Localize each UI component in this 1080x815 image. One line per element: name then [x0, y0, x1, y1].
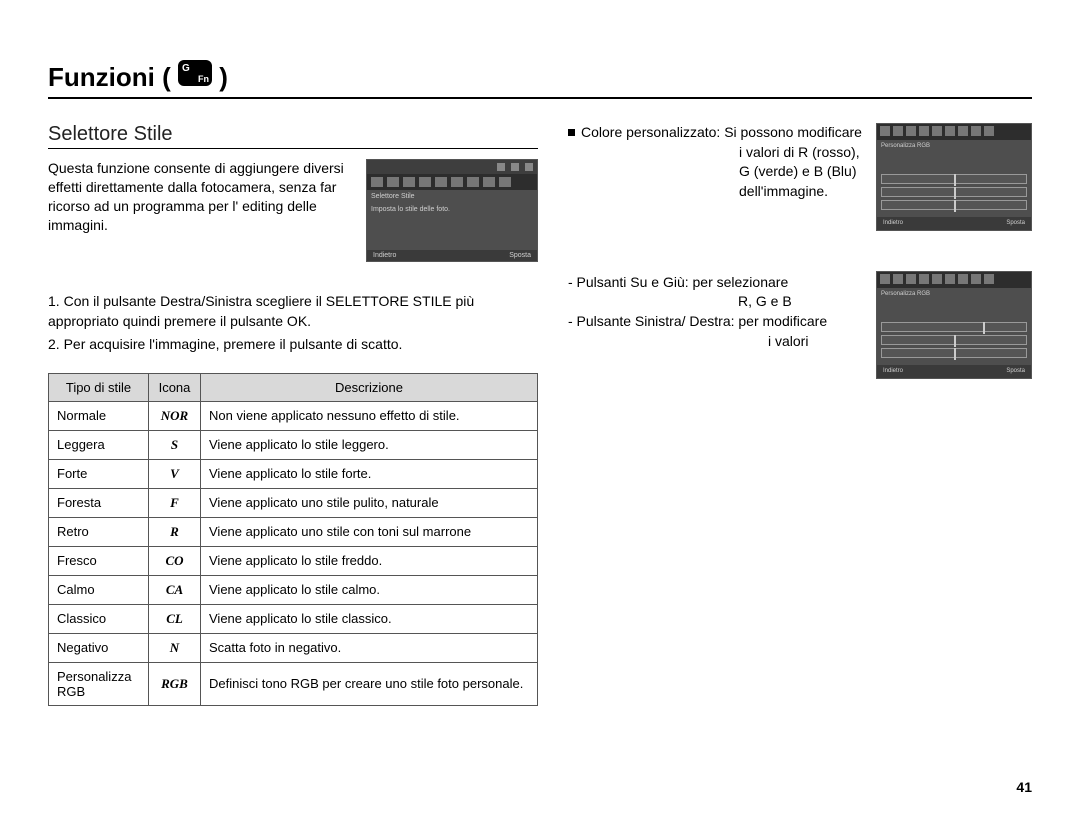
th-type: Tipo di stile: [49, 373, 149, 401]
cell-desc: Viene applicato lo stile leggero.: [201, 430, 538, 459]
table-row: NegativoNScatta foto in negativo.: [49, 633, 538, 662]
dash-line-1b: R, G e B: [568, 292, 866, 312]
th-icon: Icona: [149, 373, 201, 401]
cell-type: Fresco: [49, 546, 149, 575]
cell-type: Retro: [49, 517, 149, 546]
th-desc: Descrizione: [201, 373, 538, 401]
lcd-preview-rgb-2: Personalizza RGB Indietro Sposta: [876, 271, 1032, 379]
cell-icon: NOR: [149, 401, 201, 430]
cell-desc: Viene applicato uno stile con toni sul m…: [201, 517, 538, 546]
cell-desc: Viene applicato lo stile forte.: [201, 459, 538, 488]
lcd-sm-move-2: Sposta: [1006, 367, 1025, 375]
cell-type: Leggera: [49, 430, 149, 459]
cell-icon: CA: [149, 575, 201, 604]
cell-icon: N: [149, 633, 201, 662]
table-row: LeggeraSViene applicato lo stile leggero…: [49, 430, 538, 459]
cell-desc: Viene applicato lo stile calmo.: [201, 575, 538, 604]
cell-icon: RGB: [149, 662, 201, 705]
style-table: Tipo di stile Icona Descrizione NormaleN…: [48, 373, 538, 706]
cell-desc: Definisci tono RGB per creare uno stile …: [201, 662, 538, 705]
page-number: 41: [1016, 779, 1032, 795]
dash-line-1: - Pulsanti Su e Giù: per selezionare: [568, 273, 866, 293]
table-row: ForestaFViene applicato uno stile pulito…: [49, 488, 538, 517]
lcd-sm-back: Indietro: [883, 219, 903, 227]
table-row: FrescoCOViene applicato lo stile freddo.: [49, 546, 538, 575]
lcd-sm-back-2: Indietro: [883, 367, 903, 375]
cell-type: Calmo: [49, 575, 149, 604]
camera-fn-icon: [178, 60, 212, 86]
page-title-row: Funzioni ( ): [48, 60, 1032, 99]
cell-type: Normale: [49, 401, 149, 430]
section-title: Selettore Stile: [48, 123, 538, 149]
custom-color-line3: G (verde) e B (Blu): [581, 162, 862, 182]
cell-icon: CL: [149, 604, 201, 633]
dash-list: - Pulsanti Su e Giù: per selezionare R, …: [568, 273, 866, 351]
custom-color-text: Colore personalizzato: Si possono modifi…: [568, 123, 866, 201]
table-row: CalmoCAViene applicato lo stile calmo.: [49, 575, 538, 604]
cell-type: Classico: [49, 604, 149, 633]
cell-desc: Non viene applicato nessuno effetto di s…: [201, 401, 538, 430]
custom-color-label: Colore personalizzato:: [581, 124, 720, 140]
custom-color-line1: Si possono modificare: [724, 124, 862, 140]
cell-type: Forte: [49, 459, 149, 488]
lcd-sm-title-2: Personalizza RGB: [877, 288, 1031, 300]
table-row: ClassicoCLViene applicato lo stile class…: [49, 604, 538, 633]
step-item: Per acquisire l'immagine, premere il pul…: [48, 335, 538, 355]
lcd-sm-move: Sposta: [1006, 219, 1025, 227]
dash-line-2b: i valori: [568, 332, 866, 352]
lcd-title: Selettore Stile: [367, 190, 537, 203]
custom-color-line4: dell'immagine.: [581, 182, 862, 202]
lcd-move: Sposta: [509, 252, 531, 259]
steps-list: Con il pulsante Destra/Sinistra sceglier…: [48, 292, 538, 355]
intro-text: Questa funzione consente di aggiungere d…: [48, 159, 352, 235]
cell-desc: Scatta foto in negativo.: [201, 633, 538, 662]
lcd-sub: Imposta lo stile delle foto.: [367, 203, 537, 216]
cell-icon: CO: [149, 546, 201, 575]
lcd-back: Indietro: [373, 252, 396, 259]
table-row: Personalizza RGBRGBDefinisci tono RGB pe…: [49, 662, 538, 705]
cell-desc: Viene applicato lo stile freddo.: [201, 546, 538, 575]
table-row: ForteVViene applicato lo stile forte.: [49, 459, 538, 488]
cell-type: Foresta: [49, 488, 149, 517]
custom-color-line2: i valori di R (rosso),: [581, 143, 862, 163]
table-row: NormaleNORNon viene applicato nessuno ef…: [49, 401, 538, 430]
cell-desc: Viene applicato uno stile pulito, natura…: [201, 488, 538, 517]
page-title-text: Funzioni (: [48, 62, 171, 92]
cell-icon: V: [149, 459, 201, 488]
dash-line-2: - Pulsante Sinistra/ Destra: per modific…: [568, 312, 866, 332]
step-item: Con il pulsante Destra/Sinistra sceglier…: [48, 292, 538, 331]
cell-desc: Viene applicato lo stile classico.: [201, 604, 538, 633]
table-row: RetroRViene applicato uno stile con toni…: [49, 517, 538, 546]
cell-icon: F: [149, 488, 201, 517]
lcd-preview-main: Selettore Stile Imposta lo stile delle f…: [366, 159, 538, 262]
cell-icon: S: [149, 430, 201, 459]
cell-type: Personalizza RGB: [49, 662, 149, 705]
lcd-preview-rgb-1: Personalizza RGB Indietro Sposta: [876, 123, 1032, 231]
square-bullet-icon: [568, 129, 575, 136]
cell-type: Negativo: [49, 633, 149, 662]
page-title: Funzioni ( ): [48, 60, 228, 93]
cell-icon: R: [149, 517, 201, 546]
page-title-close: ): [219, 62, 228, 92]
lcd-sm-title: Personalizza RGB: [877, 140, 1031, 152]
